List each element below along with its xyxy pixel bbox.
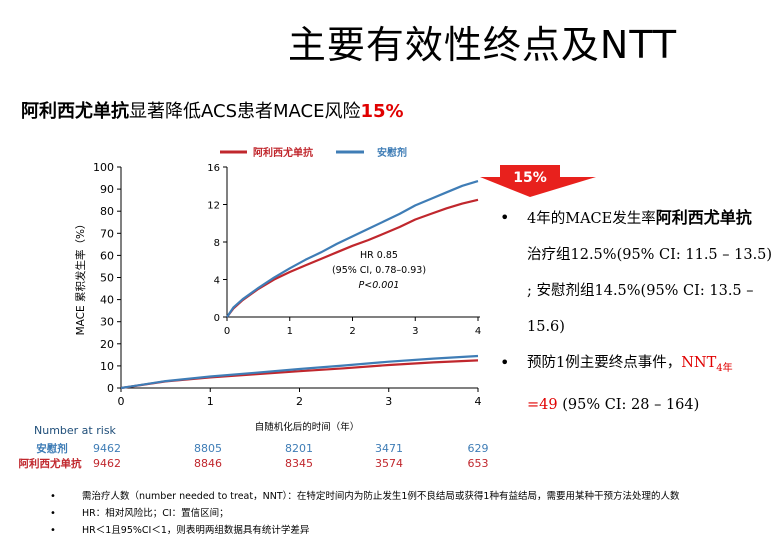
- footnotes: 需治疗人数（number needed to treat，NNT）：在特定时间内…: [50, 488, 775, 539]
- arrow-shape: [480, 165, 596, 197]
- inset-xtick-label: 4: [475, 326, 481, 337]
- risk-cell: 9462: [93, 457, 121, 470]
- main-x-axis-label: 自随机化后的时间（年）: [255, 421, 360, 433]
- risk-row-label: 安慰剂: [36, 442, 68, 455]
- main-ytick-label: 80: [100, 205, 114, 218]
- hr-value: HR 0.85: [360, 250, 398, 261]
- main-xtick-label: 4: [475, 395, 482, 408]
- main-ytick-label: 30: [100, 316, 114, 329]
- inset-ytick-label: 4: [214, 276, 220, 287]
- inset-series-line-placebo: [226, 180, 479, 318]
- risk-cell: 629: [468, 442, 489, 455]
- main-ytick-label: 0: [107, 382, 114, 395]
- hr-ci: (95% CI, 0.78–0.93): [332, 265, 426, 276]
- main-ytick-label: 20: [100, 338, 114, 351]
- inset-background: [200, 150, 498, 330]
- slide-subtitle: 阿利西尤单抗显著降低ACS患者MACE风险15%: [21, 97, 404, 123]
- inset-ytick-label: 16: [207, 163, 220, 174]
- main-xtick-label: 3: [385, 395, 392, 408]
- risk-cell: 8201: [285, 442, 313, 455]
- mace-rate-label: 4年的MACE发生率: [527, 211, 656, 227]
- inset-xtick-label: 2: [349, 326, 355, 337]
- inset-xtick-label: 1: [287, 326, 293, 337]
- subtitle-text: 显著降低ACS患者MACE风险: [129, 101, 361, 122]
- main-xtick-label: 1: [207, 395, 214, 408]
- main-ytick-label: 50: [100, 272, 114, 285]
- nnt-prefix: 预防1例主要终点事件，: [527, 355, 682, 371]
- main-xtick-label: 2: [296, 395, 303, 408]
- risk-cell: 3574: [375, 457, 403, 470]
- risk-cell: 653: [468, 457, 489, 470]
- legend-label-placebo: 安慰剂: [377, 146, 407, 159]
- main-ytick-label: 70: [100, 227, 114, 240]
- main-ytick-label: 60: [100, 249, 114, 262]
- risk-cell: 8846: [194, 457, 222, 470]
- slide-title: 主要有效性终点及NTT: [287, 23, 678, 67]
- subtitle-percent: 15%: [360, 101, 404, 122]
- nnt-ci: (95% CI: 28 – 164): [557, 397, 700, 413]
- bullet-nnt: 预防1例主要终点事件，NNT4年 =49 (95% CI: 28 – 164): [497, 345, 775, 423]
- inset-ytick-label: 0: [214, 313, 220, 324]
- inset-ytick-label: 8: [214, 238, 220, 249]
- main-y-axis-label: MACE 累积发生率（%）: [74, 219, 87, 336]
- inset-hr-annotation: HR 0.85 (95% CI, 0.78–0.93) P<0.001: [332, 250, 426, 291]
- main-ytick-label: 90: [100, 183, 114, 196]
- mace-rate-drug: 阿利西尤单抗: [655, 208, 752, 227]
- footnote-nnt: 需治疗人数（number needed to treat，NNT）：在特定时间内…: [50, 488, 775, 505]
- footnote-hr-ci: HR：相对风险比；CI：置信区间；: [50, 505, 775, 522]
- main-series-line-alirocumab: [120, 359, 479, 390]
- risk-table: Number at risk 安慰剂 9462 8805 8201 3471 629 阿利西…: [19, 424, 489, 470]
- nnt-subscript: 4年: [716, 363, 733, 374]
- reduction-arrow-badge: [480, 165, 596, 197]
- main-xtick-label: 0: [118, 395, 125, 408]
- main-ytick-label: 10: [100, 360, 114, 373]
- main-ytick-label: 40: [100, 294, 114, 307]
- inset-ytick-label: 12: [207, 201, 220, 212]
- risk-cell: 3471: [375, 442, 403, 455]
- findings-bullets: 4年的MACE发生率阿利西尤单抗 治疗组12.5%(95% CI: 11.5 –…: [497, 200, 775, 423]
- nnt-value: =49: [527, 397, 558, 413]
- risk-table-header: Number at risk: [34, 424, 117, 437]
- risk-row-label: 阿利西尤单抗: [19, 457, 82, 470]
- risk-cell: 9462: [93, 442, 121, 455]
- risk-cell: 8345: [285, 457, 313, 470]
- nnt-label: NNT: [681, 355, 717, 371]
- mace-rate-detail: 治疗组12.5%(95% CI: 11.5 – 13.5) ; 安慰剂组14.5…: [527, 247, 773, 335]
- inset-xtick-label: 0: [224, 326, 230, 337]
- bullet-mace-rate: 4年的MACE发生率阿利西尤单抗 治疗组12.5%(95% CI: 11.5 –…: [497, 200, 775, 345]
- footnote-significance: HR＜1且95%CI＜1，则表明两组数据具有统计学差异: [50, 522, 775, 539]
- inset-xtick-label: 3: [412, 326, 418, 337]
- risk-cell: 8805: [194, 442, 222, 455]
- subtitle-drug: 阿利西尤单抗: [21, 101, 129, 122]
- badge-label: 15%: [513, 170, 547, 186]
- main-series-line-placebo: [120, 354, 479, 390]
- hr-pvalue: P<0.001: [359, 280, 400, 291]
- inset-legend: 阿利西尤单抗 安慰剂: [220, 146, 407, 159]
- main-ytick-label: 100: [93, 161, 114, 174]
- legend-label-alirocumab: 阿利西尤单抗: [253, 146, 313, 159]
